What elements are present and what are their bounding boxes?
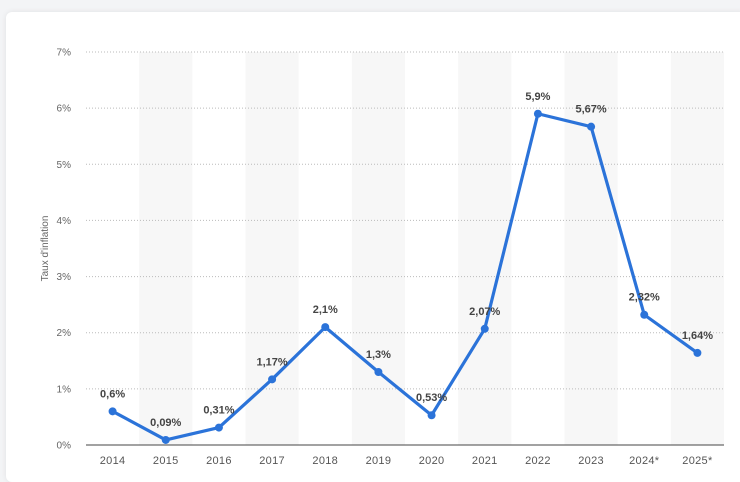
data-label: 0,09% <box>150 417 181 429</box>
column-band <box>139 52 193 445</box>
data-points <box>108 109 702 444</box>
x-tick-label: 2024* <box>629 455 660 467</box>
data-label: 1,17% <box>256 356 287 368</box>
y-tick-label: 0% <box>57 441 72 452</box>
data-label: 5,67% <box>575 104 606 116</box>
data-point[interactable] <box>161 435 170 444</box>
data-label: 0,6% <box>100 388 125 400</box>
x-tick-label: 2017 <box>259 455 285 467</box>
data-label: 1,64% <box>682 330 713 342</box>
data-point[interactable] <box>693 348 702 357</box>
x-tick-label: 2018 <box>312 455 338 467</box>
data-point[interactable] <box>374 368 383 377</box>
y-tick-label: 1% <box>57 384 72 395</box>
column-band <box>245 52 299 445</box>
x-tick-label: 2015 <box>153 455 179 467</box>
data-point[interactable] <box>321 323 330 332</box>
gridlines <box>86 51 724 390</box>
x-tick-label: 2019 <box>366 455 392 467</box>
data-label: 2,1% <box>313 304 338 316</box>
x-tick-label: 2023 <box>578 455 604 467</box>
column-band <box>458 52 512 445</box>
data-label: 1,3% <box>366 349 391 361</box>
column-bands <box>139 52 724 445</box>
data-point[interactable] <box>268 375 277 384</box>
x-tick-label: 2022 <box>525 455 551 467</box>
data-label: 0,31% <box>203 405 234 417</box>
data-point[interactable] <box>214 423 223 432</box>
y-tick-label: 4% <box>57 216 72 227</box>
y-axis-ticks: 0% 1% 2% 3% 4% 5% 6% 7% <box>57 48 72 452</box>
y-axis-label: Taux d'inflation <box>40 216 51 282</box>
data-point[interactable] <box>108 407 117 416</box>
x-tick-label: 2014 <box>100 455 126 467</box>
data-label: 2,32% <box>629 292 660 304</box>
y-tick-label: 2% <box>57 328 72 339</box>
data-point[interactable] <box>427 411 436 420</box>
x-tick-label: 2025* <box>682 455 713 467</box>
y-tick-label: 6% <box>57 104 72 115</box>
x-axis-ticks: 2014 2015 2016 2017 2018 2019 2020 2021 2022 2023… <box>100 455 713 467</box>
column-band <box>670 52 724 445</box>
data-label: 5,9% <box>525 91 550 103</box>
inflation-series-line <box>110 112 700 442</box>
data-point[interactable] <box>587 122 596 131</box>
x-tick-label: 2020 <box>419 455 445 467</box>
column-band <box>351 52 405 445</box>
data-point[interactable] <box>640 310 649 319</box>
data-label: 2,07% <box>469 306 500 318</box>
column-band <box>564 52 618 445</box>
x-tick-label: 2021 <box>472 455 498 467</box>
y-tick-label: 5% <box>57 160 72 171</box>
y-tick-label: 7% <box>57 48 72 59</box>
x-tick-label: 2016 <box>206 455 232 467</box>
data-labels: 0,6% 0,09% 0,31% 1,17% 2,1% 1,3% 0,53% 2,07% 5,9… <box>100 91 713 429</box>
data-point[interactable] <box>480 324 489 333</box>
y-tick-label: 3% <box>57 272 72 283</box>
data-point[interactable] <box>533 109 542 118</box>
data-label: 0,53% <box>416 392 447 404</box>
